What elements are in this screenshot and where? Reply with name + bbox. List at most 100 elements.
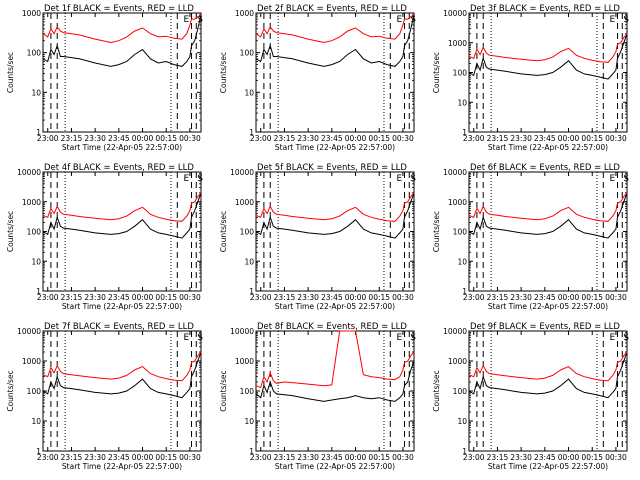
x-tick-label: 23:00 bbox=[250, 453, 272, 462]
x-axis-label: Start Time (22-Apr-05 22:57:00) bbox=[488, 143, 608, 152]
series-line-events bbox=[468, 33, 628, 80]
y-tick-label: 1 bbox=[249, 287, 254, 296]
panel-3: Det 3f BLACK = Events, RED = LLD 1 10 100 10… bbox=[432, 4, 629, 152]
y-tick-label: 10000 bbox=[17, 327, 41, 336]
y-axis-label: Counts/sec bbox=[432, 370, 441, 411]
x-tick-label: 23:00 bbox=[463, 453, 485, 462]
x-tick-label: 23:00 bbox=[37, 293, 59, 302]
x-tick-label: 00:30 bbox=[392, 134, 414, 143]
x-tick-label: 23:00 bbox=[250, 134, 272, 143]
marker-label-e: E bbox=[610, 174, 616, 184]
y-tick-label: 1000 bbox=[448, 198, 467, 207]
x-tick-label: 23:30 bbox=[297, 134, 319, 143]
x-tick-label: 23:15 bbox=[61, 453, 83, 462]
y-tick-label: 10000 bbox=[443, 327, 467, 336]
x-tick-label: 00:00 bbox=[345, 134, 367, 143]
x-tick-label: 00:00 bbox=[558, 134, 580, 143]
x-tick-label: 23:15 bbox=[61, 293, 83, 302]
x-tick-label: 00:00 bbox=[345, 453, 367, 462]
x-tick-label: 00:00 bbox=[132, 453, 154, 462]
y-tick-label: 1 bbox=[249, 447, 254, 456]
series-line-lld bbox=[468, 351, 628, 382]
x-tick-label: 00:30 bbox=[392, 453, 414, 462]
panel-7: Det 7f BLACK = Events, RED = LLD 1 10 100 10… bbox=[6, 322, 203, 471]
x-tick-label: 00:00 bbox=[558, 453, 580, 462]
series-line-lld bbox=[468, 33, 628, 63]
x-tick-label: 23:00 bbox=[250, 293, 272, 302]
x-tick-label: 00:00 bbox=[345, 293, 367, 302]
y-axis-label: Counts/sec bbox=[219, 370, 228, 411]
y-tick-label: 10000 bbox=[230, 327, 254, 336]
y-tick-label: 10 bbox=[244, 417, 254, 426]
x-tick-label: 00:15 bbox=[368, 453, 390, 462]
y-tick-label: 1000 bbox=[22, 198, 41, 207]
panel-title: Det 2f BLACK = Events, RED = LLD bbox=[257, 4, 407, 14]
y-tick-label: 100 bbox=[27, 49, 42, 58]
series-line-events bbox=[255, 360, 415, 402]
x-tick-label: 00:15 bbox=[581, 293, 603, 302]
panel-6: Det 6f BLACK = Events, RED = LLD 1 10 100 10… bbox=[432, 163, 629, 311]
x-tick-label: 23:45 bbox=[108, 293, 130, 302]
x-tick-label: 23:45 bbox=[321, 453, 343, 462]
plot-frame bbox=[42, 12, 202, 133]
y-axis-label: Counts/sec bbox=[219, 211, 228, 252]
x-axis-label: Start Time (22-Apr-05 22:57:00) bbox=[62, 462, 182, 471]
plot-frame bbox=[255, 12, 415, 133]
x-tick-label: 23:45 bbox=[534, 453, 556, 462]
x-tick-label: 00:30 bbox=[605, 453, 627, 462]
series-line-lld bbox=[42, 351, 202, 382]
marker-label-e: E bbox=[397, 174, 403, 184]
y-axis-label: Counts/sec bbox=[432, 211, 441, 252]
x-tick-label: 23:30 bbox=[84, 293, 106, 302]
x-tick-label: 00:30 bbox=[605, 293, 627, 302]
marker-label-s: S bbox=[623, 333, 629, 343]
y-tick-label: 10 bbox=[31, 417, 41, 426]
panel-title: Det 6f BLACK = Events, RED = LLD bbox=[470, 163, 620, 173]
y-tick-label: 10000 bbox=[443, 168, 467, 177]
x-tick-label: 00:15 bbox=[368, 134, 390, 143]
marker-label-s: S bbox=[197, 174, 203, 184]
y-axis-label: Counts/sec bbox=[6, 52, 15, 93]
x-tick-label: 23:30 bbox=[510, 293, 532, 302]
x-tick-label: 23:45 bbox=[534, 293, 556, 302]
x-axis-label: Start Time (22-Apr-05 22:57:00) bbox=[275, 302, 395, 311]
y-tick-label: 10 bbox=[457, 98, 467, 107]
panel-9: Det 9f BLACK = Events, RED = LLD 1 10 100 10… bbox=[432, 322, 629, 471]
series-line-lld bbox=[255, 330, 415, 389]
x-tick-label: 23:00 bbox=[37, 453, 59, 462]
x-tick-label: 00:00 bbox=[558, 293, 580, 302]
y-tick-label: 1000 bbox=[235, 198, 254, 207]
marker-label-e: E bbox=[397, 333, 403, 343]
marker-label-s: S bbox=[623, 174, 629, 184]
series-line-events bbox=[255, 192, 415, 239]
x-tick-label: 23:15 bbox=[61, 134, 83, 143]
panel-2: Det 2f BLACK = Events, RED = LLD 1 10 100 10… bbox=[219, 4, 416, 152]
y-tick-label: 100 bbox=[240, 387, 255, 396]
series-line-lld bbox=[42, 192, 202, 222]
panel-1: Det 1f BLACK = Events, RED = LLD 1 10 100 10… bbox=[6, 4, 203, 152]
marker-label-s: S bbox=[410, 333, 416, 343]
series-line-events bbox=[42, 351, 202, 399]
panel-title: Det 4f BLACK = Events, RED = LLD bbox=[44, 163, 194, 173]
x-tick-label: 00:30 bbox=[179, 453, 201, 462]
panel-title: Det 5f BLACK = Events, RED = LLD bbox=[257, 163, 407, 173]
x-tick-label: 23:30 bbox=[297, 293, 319, 302]
panel-title: Det 1f BLACK = Events, RED = LLD bbox=[44, 4, 194, 14]
y-tick-label: 1000 bbox=[22, 357, 41, 366]
y-tick-label: 1 bbox=[462, 128, 467, 137]
y-tick-label: 10 bbox=[457, 417, 467, 426]
x-tick-label: 00:00 bbox=[132, 293, 154, 302]
y-tick-label: 100 bbox=[453, 387, 468, 396]
y-tick-label: 10 bbox=[31, 257, 41, 266]
marker-label-s: S bbox=[197, 333, 203, 343]
y-tick-label: 10 bbox=[244, 88, 254, 97]
x-tick-label: 00:15 bbox=[155, 293, 177, 302]
marker-label-e: E bbox=[184, 174, 190, 184]
panel-title: Det 3f BLACK = Events, RED = LLD bbox=[470, 4, 620, 14]
series-line-lld bbox=[255, 192, 415, 222]
y-tick-label: 1 bbox=[36, 128, 41, 137]
series-line-events bbox=[468, 351, 628, 399]
panel-5: Det 5f BLACK = Events, RED = LLD 1 10 100 10… bbox=[219, 163, 416, 311]
y-tick-label: 100 bbox=[453, 228, 468, 237]
marker-label-s: S bbox=[623, 15, 629, 25]
